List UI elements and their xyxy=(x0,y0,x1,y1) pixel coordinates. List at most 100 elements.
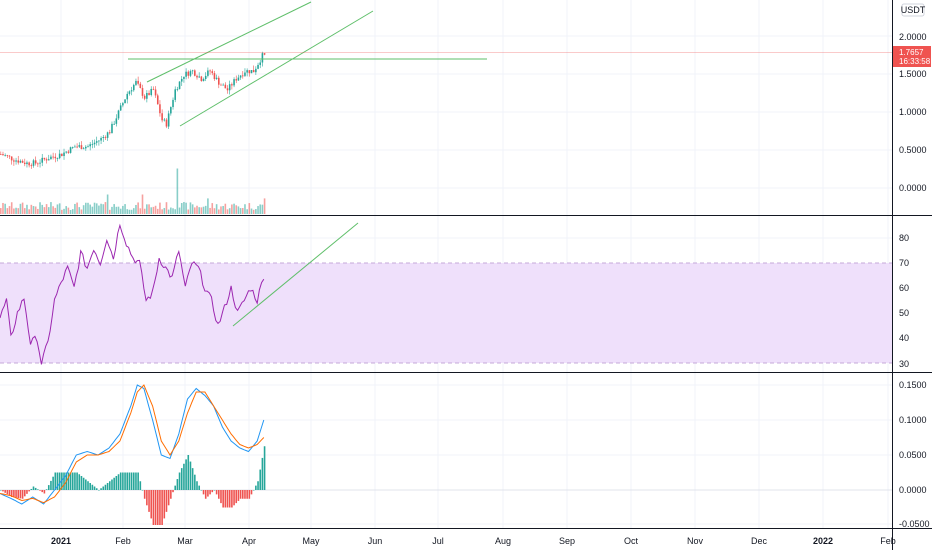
macd-histogram-bar xyxy=(261,457,264,490)
time-tick-label: Dec xyxy=(751,536,768,546)
candle-body xyxy=(13,160,15,162)
candle-body xyxy=(239,75,242,78)
volume-bar xyxy=(170,207,172,214)
volume-bar xyxy=(250,208,253,214)
rsi-trendline xyxy=(232,222,359,327)
volume-bar xyxy=(100,203,102,214)
candle-body xyxy=(95,141,98,143)
macd-histogram-bar xyxy=(150,490,153,519)
volume-bar xyxy=(244,204,246,214)
macd-histogram-bar xyxy=(228,490,231,508)
volume-bar xyxy=(174,209,176,214)
volume-bar xyxy=(226,209,229,214)
rsi-tick-label: 60 xyxy=(899,283,909,293)
price-tick-label: 0.5000 xyxy=(899,145,927,155)
candle-body xyxy=(54,156,57,159)
candle-body xyxy=(39,162,41,164)
macd-histogram-bar xyxy=(58,472,61,490)
candle-body xyxy=(71,146,74,148)
volume-bar xyxy=(37,208,39,214)
candle-body xyxy=(200,76,203,82)
candle-body xyxy=(58,153,61,159)
candle-body xyxy=(126,93,129,100)
macd-histogram-bar xyxy=(224,490,227,508)
time-tick-label: May xyxy=(302,536,320,546)
macd-histogram-bar xyxy=(122,472,124,490)
candle-body xyxy=(89,144,91,147)
volume-bar xyxy=(0,208,2,214)
macd-histogram-bar xyxy=(235,490,238,504)
macd-histogram-bar xyxy=(250,490,253,495)
candle-body xyxy=(196,75,198,78)
volume-bar xyxy=(109,209,111,214)
candle-body xyxy=(82,148,85,150)
rsi-axis[interactable]: 80 70 60 50 40 30 xyxy=(899,233,909,369)
trendline-drawings[interactable] xyxy=(0,1,892,327)
volume-bar xyxy=(74,203,76,214)
macd-histogram-bar xyxy=(43,490,46,494)
macd-axis[interactable]: 0.1500 0.1000 0.0500 0.0000 -0.0500 xyxy=(899,380,930,529)
candle-body xyxy=(130,90,133,92)
macd-histogram-bar xyxy=(233,490,235,506)
macd-histogram-bar xyxy=(126,472,129,490)
macd-histogram-bar xyxy=(170,490,172,499)
macd-histogram-bar xyxy=(156,490,159,525)
volume-bar xyxy=(180,203,183,214)
channel-upper-line xyxy=(146,1,312,83)
rsi-overbought-oversold-band xyxy=(0,263,892,363)
macd-histogram-bar xyxy=(0,490,2,491)
candle-body xyxy=(63,152,65,157)
currency-badge[interactable] xyxy=(901,3,925,17)
macd-histogram-bar xyxy=(178,472,181,490)
candle-body xyxy=(78,145,81,147)
price-tick-label: 2.0000 xyxy=(899,32,927,42)
candle-body xyxy=(104,137,107,138)
macd-histogram-bar xyxy=(152,490,155,525)
candle-body xyxy=(23,162,26,165)
macd-histogram-bar xyxy=(248,490,251,499)
macd-histogram-bar xyxy=(17,490,20,499)
volume-bar xyxy=(21,202,24,214)
candle-body xyxy=(26,162,28,165)
volume-bar xyxy=(23,208,26,214)
volume-bar xyxy=(124,204,126,214)
macd-histogram-bar xyxy=(117,474,120,490)
volume-bar xyxy=(185,202,187,214)
candle-body xyxy=(141,88,144,96)
volume-bar xyxy=(93,202,96,214)
candle-body xyxy=(91,144,94,146)
candle-body xyxy=(0,154,2,155)
candle-body xyxy=(32,160,35,166)
macd-histogram-bar xyxy=(37,489,39,490)
candle-body xyxy=(122,103,124,106)
candle-body xyxy=(248,70,251,74)
macd-histogram-bar xyxy=(19,490,22,499)
candle-body xyxy=(209,70,211,72)
volume-bar xyxy=(56,204,59,214)
last-price-badge xyxy=(893,46,931,67)
rsi-tick-label: 80 xyxy=(899,233,909,243)
candle-body xyxy=(156,95,159,105)
candle-body xyxy=(50,156,52,160)
candle-body xyxy=(178,81,181,90)
volume-bar xyxy=(143,208,146,214)
volume-bar xyxy=(218,209,220,214)
volume-bar xyxy=(119,208,122,214)
candle-body xyxy=(165,119,168,127)
candle-body xyxy=(85,146,87,149)
candle-body xyxy=(146,92,148,99)
volume-bar xyxy=(215,204,218,214)
candle-body xyxy=(15,160,17,162)
candle-body xyxy=(67,151,70,153)
volume-bar xyxy=(30,204,33,214)
time-tick-label: Jul xyxy=(432,536,444,546)
volume-bar xyxy=(163,208,166,214)
candle-body xyxy=(241,75,244,77)
volume-bar xyxy=(241,208,244,214)
price-axis[interactable]: USDT 2.0000 1.5000 1.0000 0.5000 0.0000 … xyxy=(893,3,931,193)
candle-body xyxy=(148,92,150,95)
volume-bar xyxy=(54,207,57,214)
candle-body xyxy=(109,132,111,134)
time-axis[interactable]: 2021 Feb Mar Apr May Jun Jul Aug Sep Oct Nov Dec 202… xyxy=(51,536,896,546)
